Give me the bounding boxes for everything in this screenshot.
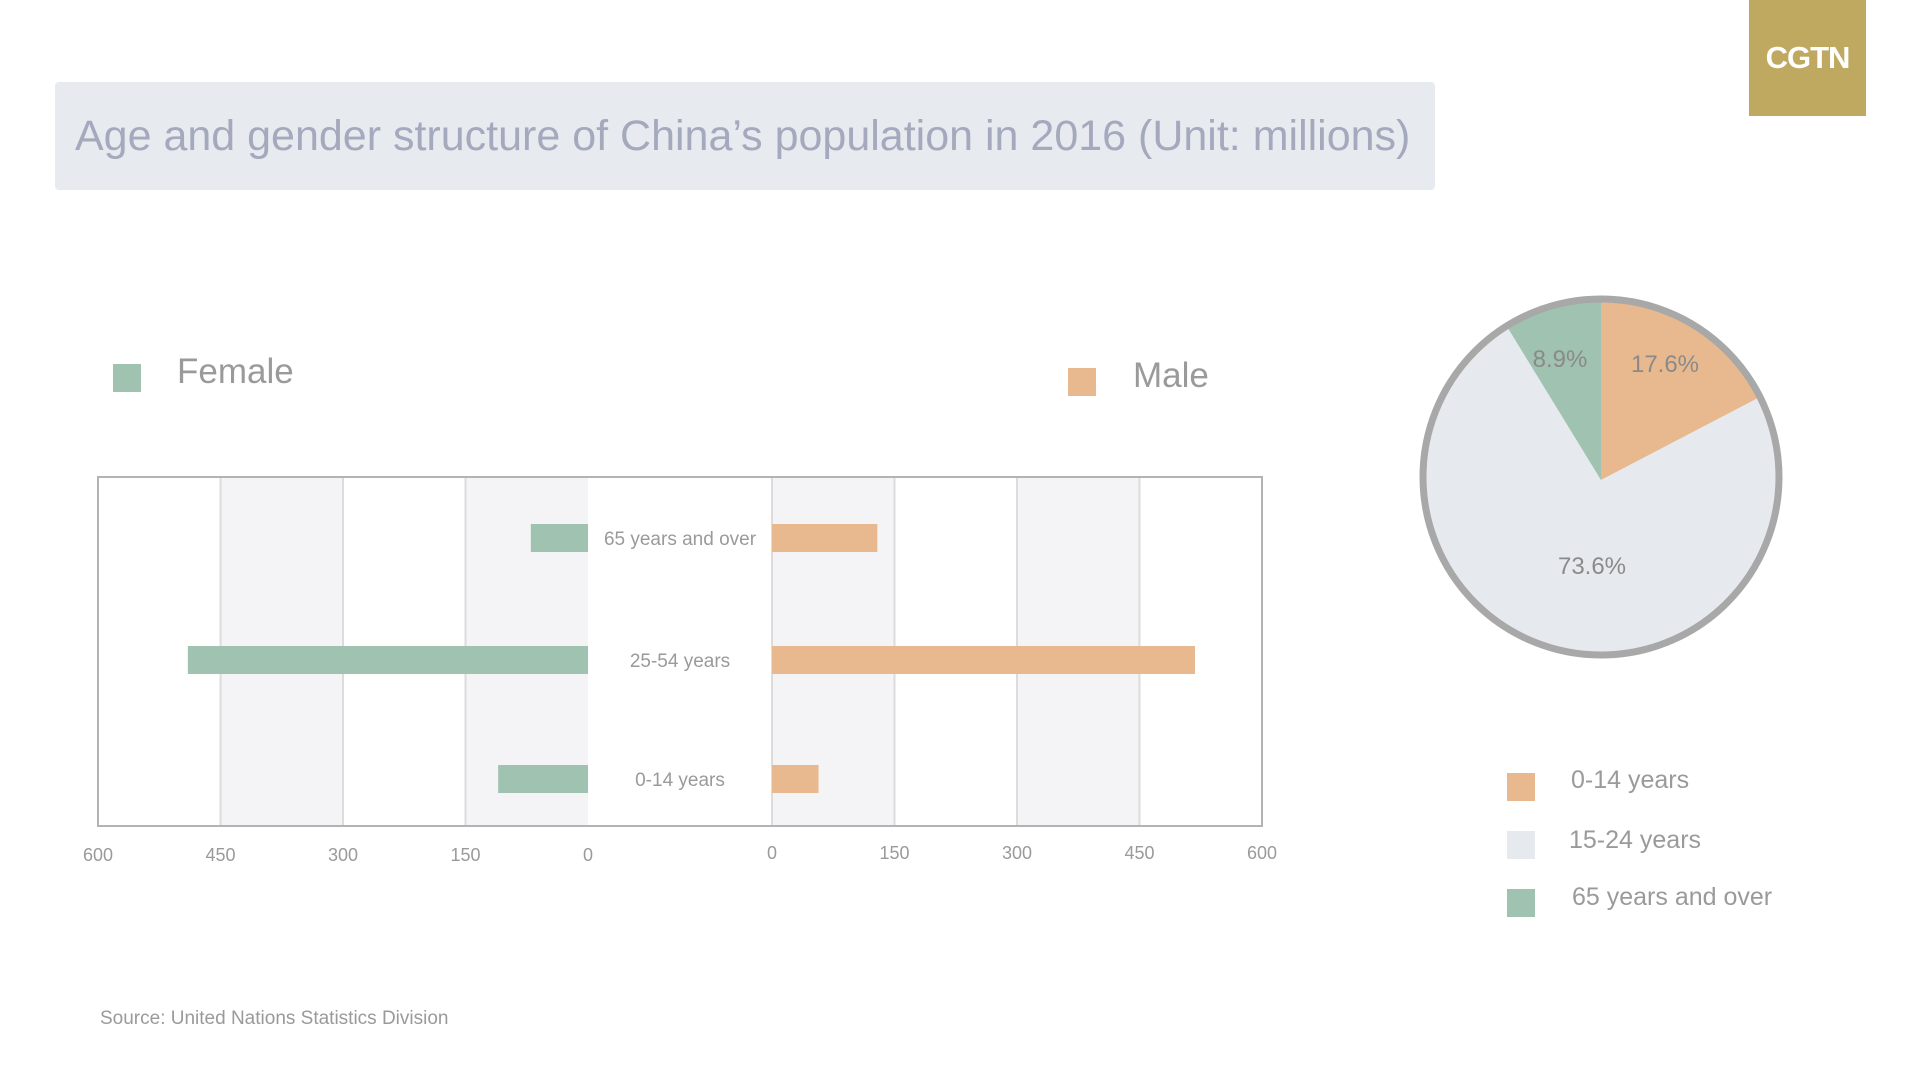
- male-tick-label: 300: [1002, 843, 1032, 863]
- pie-slice-15-24: [1423, 326, 1779, 656]
- pyramid-tick-labels: 600 450 300 150 0 0 150 300 450 600: [83, 843, 1277, 865]
- male-legend-label: Male: [1133, 356, 1209, 395]
- pie-slices: [1423, 299, 1779, 656]
- pie-legend-label-15-24: 15-24 years: [1569, 826, 1702, 854]
- pyramid-category-labels: 65 years and over 25-54 years 0-14 years: [604, 529, 757, 791]
- male-tick-label: 150: [879, 843, 909, 863]
- female-tick-label: 450: [205, 845, 235, 865]
- female-bar-25-54: [187, 646, 589, 674]
- pie-slice-65-and-over: [1506, 299, 1601, 480]
- female-bar-65-and-over: [530, 524, 588, 552]
- female-tick-label: 600: [83, 845, 113, 865]
- female-legend-swatch: [113, 364, 141, 392]
- category-label-0-14: 0-14 years: [635, 770, 725, 791]
- cgtn-logo: CGTN: [1749, 0, 1866, 116]
- pie-outline: [1419, 295, 1783, 659]
- male-bar-65-and-over: [772, 524, 878, 552]
- title-banner: Age and gender structure of China’s popu…: [55, 82, 1435, 190]
- pyramid-bars: [187, 524, 1196, 793]
- male-tick-label: 600: [1247, 843, 1277, 863]
- male-tick-label: 450: [1124, 843, 1154, 863]
- male-tick-label: 0: [767, 843, 777, 863]
- female-tick-label: 0: [583, 845, 593, 865]
- male-bar-25-54: [772, 646, 1196, 674]
- pie-slice-0-14: [1601, 299, 1761, 480]
- male-legend-swatch: [1068, 368, 1096, 396]
- pie-value-label-15-24: 73.6%: [1558, 553, 1626, 580]
- pie-value-labels: 17.6% 73.6% 8.9%: [1533, 346, 1699, 580]
- female-tick-label: 150: [450, 845, 480, 865]
- male-bar-0-14: [772, 765, 819, 793]
- female-legend-label: Female: [177, 352, 294, 391]
- pie-legend-swatch-0-14: [1507, 773, 1535, 801]
- pie-legend-swatch-65-over: [1507, 889, 1535, 917]
- pie-value-label-65-and-over: 8.9%: [1533, 346, 1588, 373]
- female-bar-0-14: [498, 765, 588, 793]
- pie-value-label-0-14: 17.6%: [1631, 351, 1699, 378]
- category-label-65-and-over: 65 years and over: [604, 529, 757, 550]
- pyramid-frame: [97, 476, 1263, 827]
- pie-legend-label-65-over: 65 years and over: [1572, 883, 1773, 911]
- category-label-25-54: 25-54 years: [630, 651, 730, 672]
- pie-legend-swatch-15-24: [1507, 831, 1535, 859]
- female-tick-label: 300: [328, 845, 358, 865]
- source-note: Source: United Nations Statistics Divisi…: [100, 1008, 449, 1029]
- chart-title: Age and gender structure of China’s popu…: [75, 112, 1411, 160]
- pie-legend-label-0-14: 0-14 years: [1571, 766, 1690, 794]
